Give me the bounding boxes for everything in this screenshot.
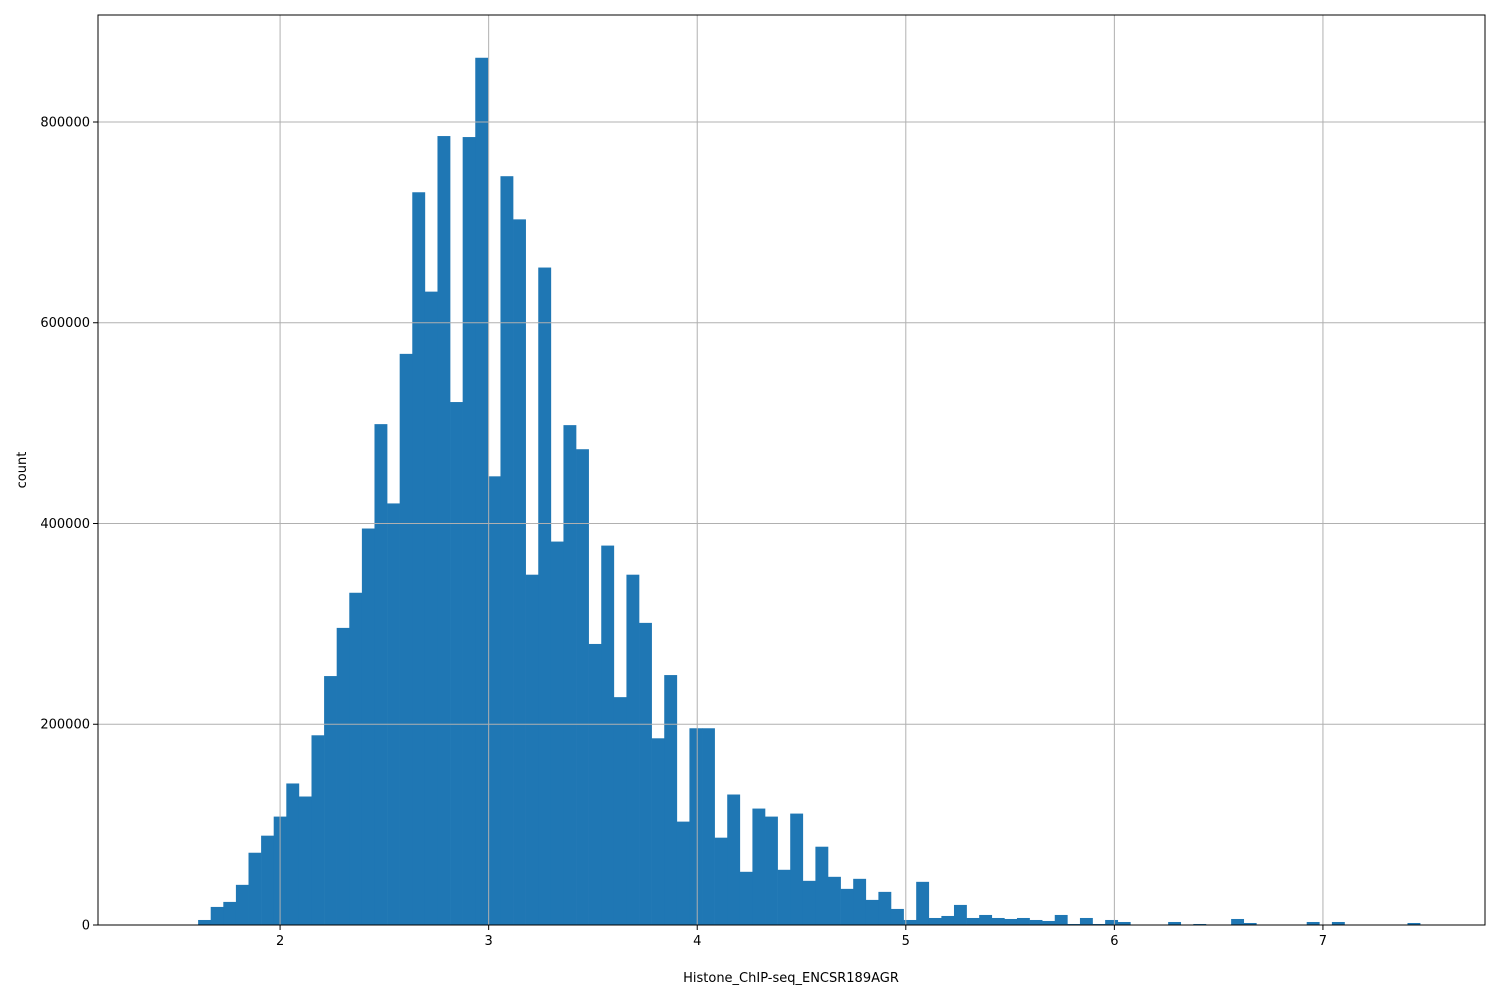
y-axis-ticks: 0 200000 400000 600000 800000 — [40, 115, 98, 934]
histogram-bar — [714, 837, 728, 925]
histogram-bar — [765, 816, 778, 925]
histogram-bar — [261, 835, 275, 925]
histogram-bar — [928, 917, 942, 925]
histogram-bar — [1004, 918, 1018, 925]
histogram-bar — [991, 917, 1005, 925]
y-tick-label: 800000 — [40, 115, 90, 130]
histogram-bar — [739, 871, 753, 925]
x-tick-label: 6 — [1110, 934, 1118, 949]
x-tick-label: 5 — [902, 934, 910, 949]
histogram-bar — [966, 917, 980, 925]
histogram-bar — [865, 899, 879, 925]
histogram-bar — [538, 267, 552, 925]
y-tick-label: 0 — [82, 919, 90, 934]
histogram-bar — [1054, 914, 1068, 925]
histogram-bar — [1331, 921, 1345, 925]
plot-frame — [97, 14, 1486, 926]
histogram-bar — [664, 675, 678, 925]
histogram-bar — [387, 503, 400, 925]
histogram-bar — [777, 869, 791, 925]
histogram-bar — [1243, 922, 1257, 925]
histogram-bar — [903, 919, 917, 925]
x-axis-ticks: 2 3 4 5 6 7 — [276, 925, 1327, 949]
x-tick-label: 2 — [276, 934, 284, 949]
histogram-bar — [248, 852, 262, 925]
x-tick-label: 7 — [1319, 934, 1327, 949]
histogram-bar — [475, 57, 489, 925]
histogram-bar — [550, 541, 564, 925]
histogram-bar — [1193, 923, 1207, 925]
x-tick-label: 3 — [485, 934, 493, 949]
histogram-bar — [979, 914, 993, 925]
histogram-bar — [828, 876, 841, 925]
histogram-bar — [563, 425, 577, 925]
grid-lines — [98, 15, 1485, 926]
histogram-bar — [626, 574, 640, 925]
histogram-bar — [727, 794, 741, 925]
histogram-bar — [336, 627, 350, 925]
histogram-bar — [576, 449, 589, 925]
histogram-bar — [613, 697, 627, 925]
y-axis-label: count — [15, 452, 30, 489]
x-tick-label: 4 — [693, 934, 701, 949]
histogram-bar — [840, 888, 854, 925]
histogram-bar — [1168, 921, 1182, 925]
histogram-bar — [878, 891, 892, 925]
histogram-bar — [437, 136, 451, 926]
histogram-bar — [298, 796, 312, 925]
histogram-bar — [890, 908, 904, 925]
histogram-bar — [1306, 921, 1320, 925]
y-tick-label: 200000 — [40, 718, 90, 733]
bars — [198, 57, 1421, 926]
histogram-bar — [651, 738, 665, 925]
histogram-bar — [198, 919, 212, 925]
histogram-bar — [374, 424, 388, 925]
histogram-bar — [676, 821, 690, 925]
histogram-bar — [513, 219, 526, 926]
histogram-bar — [588, 643, 602, 925]
histogram-bar — [462, 137, 476, 925]
histogram-bar — [286, 783, 300, 925]
histogram-bar — [815, 846, 829, 925]
y-tick-label: 600000 — [40, 316, 90, 331]
histogram-bar — [1105, 919, 1119, 925]
histogram-bar — [953, 904, 967, 925]
histogram-bar — [324, 676, 337, 925]
histogram-bar — [235, 884, 249, 925]
histogram-bar — [1042, 920, 1056, 925]
histogram-bar — [223, 901, 237, 925]
histogram-bar — [702, 728, 715, 925]
histogram-bar — [361, 528, 375, 925]
histogram-bar — [1407, 922, 1421, 925]
histogram-bar — [349, 592, 363, 925]
histogram-bar — [639, 622, 652, 925]
histogram-bar — [1067, 923, 1081, 925]
histogram-bar — [689, 728, 703, 925]
histogram-bar — [525, 574, 539, 925]
histogram-bar — [802, 880, 816, 925]
histogram-bar — [424, 291, 438, 926]
histogram-bar — [1231, 918, 1245, 925]
histogram-bar — [601, 545, 615, 925]
histogram-bar — [399, 353, 413, 925]
histogram-bar — [1092, 923, 1106, 925]
histogram-bar — [1117, 921, 1131, 925]
histogram-bar — [500, 176, 514, 926]
histogram-bar — [916, 881, 930, 925]
histogram-bar — [210, 906, 224, 925]
histogram-bar — [1079, 917, 1093, 925]
histogram-bar — [1016, 917, 1030, 925]
histogram-bar — [412, 192, 426, 925]
histogram-bar — [941, 915, 955, 925]
y-tick-label: 400000 — [40, 517, 90, 532]
histogram-bar — [450, 402, 463, 925]
histogram-bar — [311, 735, 325, 925]
histogram-bar — [1029, 919, 1043, 925]
histogram-bar — [790, 813, 804, 925]
histogram-bar — [853, 878, 867, 925]
histogram-bar — [487, 476, 501, 925]
x-axis-label: Histone_ChIP-seq_ENCSR189AGR — [683, 971, 899, 986]
histogram-bar — [752, 808, 766, 925]
